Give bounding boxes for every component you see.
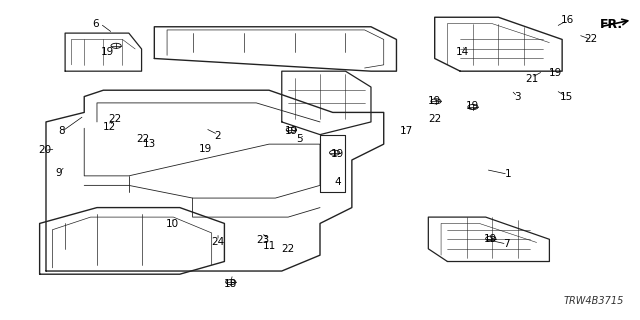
Text: 7: 7 bbox=[504, 239, 510, 249]
Text: 20: 20 bbox=[38, 146, 51, 156]
Text: 17: 17 bbox=[400, 126, 413, 136]
Text: 24: 24 bbox=[211, 237, 225, 247]
Text: 14: 14 bbox=[456, 47, 468, 57]
Text: 19: 19 bbox=[549, 68, 563, 78]
Text: 11: 11 bbox=[262, 241, 276, 251]
Text: 1: 1 bbox=[505, 169, 511, 179]
Text: 8: 8 bbox=[59, 126, 65, 136]
Text: 19: 19 bbox=[198, 144, 212, 154]
Text: 19: 19 bbox=[332, 149, 344, 159]
Text: 3: 3 bbox=[514, 92, 521, 101]
Text: 21: 21 bbox=[525, 74, 538, 84]
Text: 19: 19 bbox=[484, 234, 497, 244]
Text: 16: 16 bbox=[561, 15, 574, 25]
Text: 22: 22 bbox=[584, 35, 598, 44]
Text: 2: 2 bbox=[215, 131, 221, 141]
Text: 12: 12 bbox=[103, 122, 116, 132]
Text: 23: 23 bbox=[256, 235, 269, 245]
Text: 22: 22 bbox=[136, 134, 150, 144]
Text: 5: 5 bbox=[296, 134, 303, 144]
Text: 13: 13 bbox=[143, 139, 156, 148]
Text: 15: 15 bbox=[560, 92, 573, 101]
Text: 19: 19 bbox=[285, 126, 298, 136]
Text: 22: 22 bbox=[282, 244, 295, 254]
Text: 18: 18 bbox=[224, 279, 237, 289]
Text: 10: 10 bbox=[166, 219, 179, 229]
Text: 22: 22 bbox=[108, 114, 122, 124]
Text: 19: 19 bbox=[101, 47, 115, 57]
Text: 6: 6 bbox=[92, 19, 99, 28]
Text: TRW4B3715: TRW4B3715 bbox=[564, 296, 624, 306]
Text: 22: 22 bbox=[428, 114, 442, 124]
Text: 4: 4 bbox=[335, 177, 341, 187]
Text: FR.: FR. bbox=[600, 18, 623, 31]
Text: 9: 9 bbox=[56, 168, 62, 178]
Text: 19: 19 bbox=[467, 101, 479, 111]
Text: 19: 19 bbox=[428, 96, 442, 106]
